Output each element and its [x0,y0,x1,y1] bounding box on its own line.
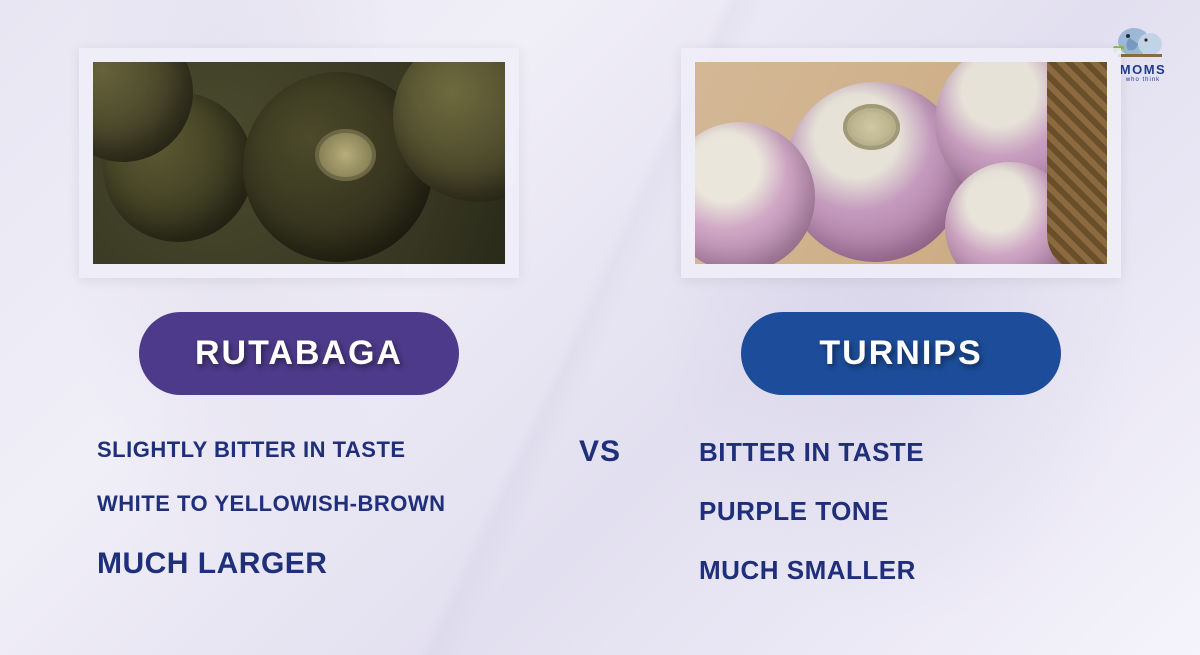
right-features-item: BITTER IN TASTE [699,437,924,468]
left-features-item: SLIGHTLY BITTER IN TASTE [97,437,446,463]
comparison-container: RUTABAGA SLIGHTLY BITTER IN TASTE WHITE T… [0,0,1200,587]
left-features-item: WHITE TO YELLOWISH-BROWN [97,491,446,517]
turnips-image [695,62,1107,264]
vs-label: VS [579,435,621,469]
right-title-pill: TURNIPS [741,312,1061,395]
left-image-frame [79,48,519,278]
basket [1047,62,1107,264]
left-title-pill: RUTABAGA [139,312,459,395]
right-column: TURNIPS BITTER IN TASTE PURPLE TONE MUCH S… [681,48,1121,587]
right-features-item: PURPLE TONE [699,496,924,527]
left-column: RUTABAGA SLIGHTLY BITTER IN TASTE WHITE T… [79,48,519,582]
left-features-list: SLIGHTLY BITTER IN TASTE WHITE TO YELLOWI… [79,437,446,582]
left-features-item: MUCH LARGER [97,546,446,582]
right-image-frame [681,48,1121,278]
right-features-list: BITTER IN TASTE PURPLE TONE MUCH SMALLER [681,437,924,587]
right-features-item: MUCH SMALLER [699,555,924,586]
rutabaga-image [93,62,505,264]
